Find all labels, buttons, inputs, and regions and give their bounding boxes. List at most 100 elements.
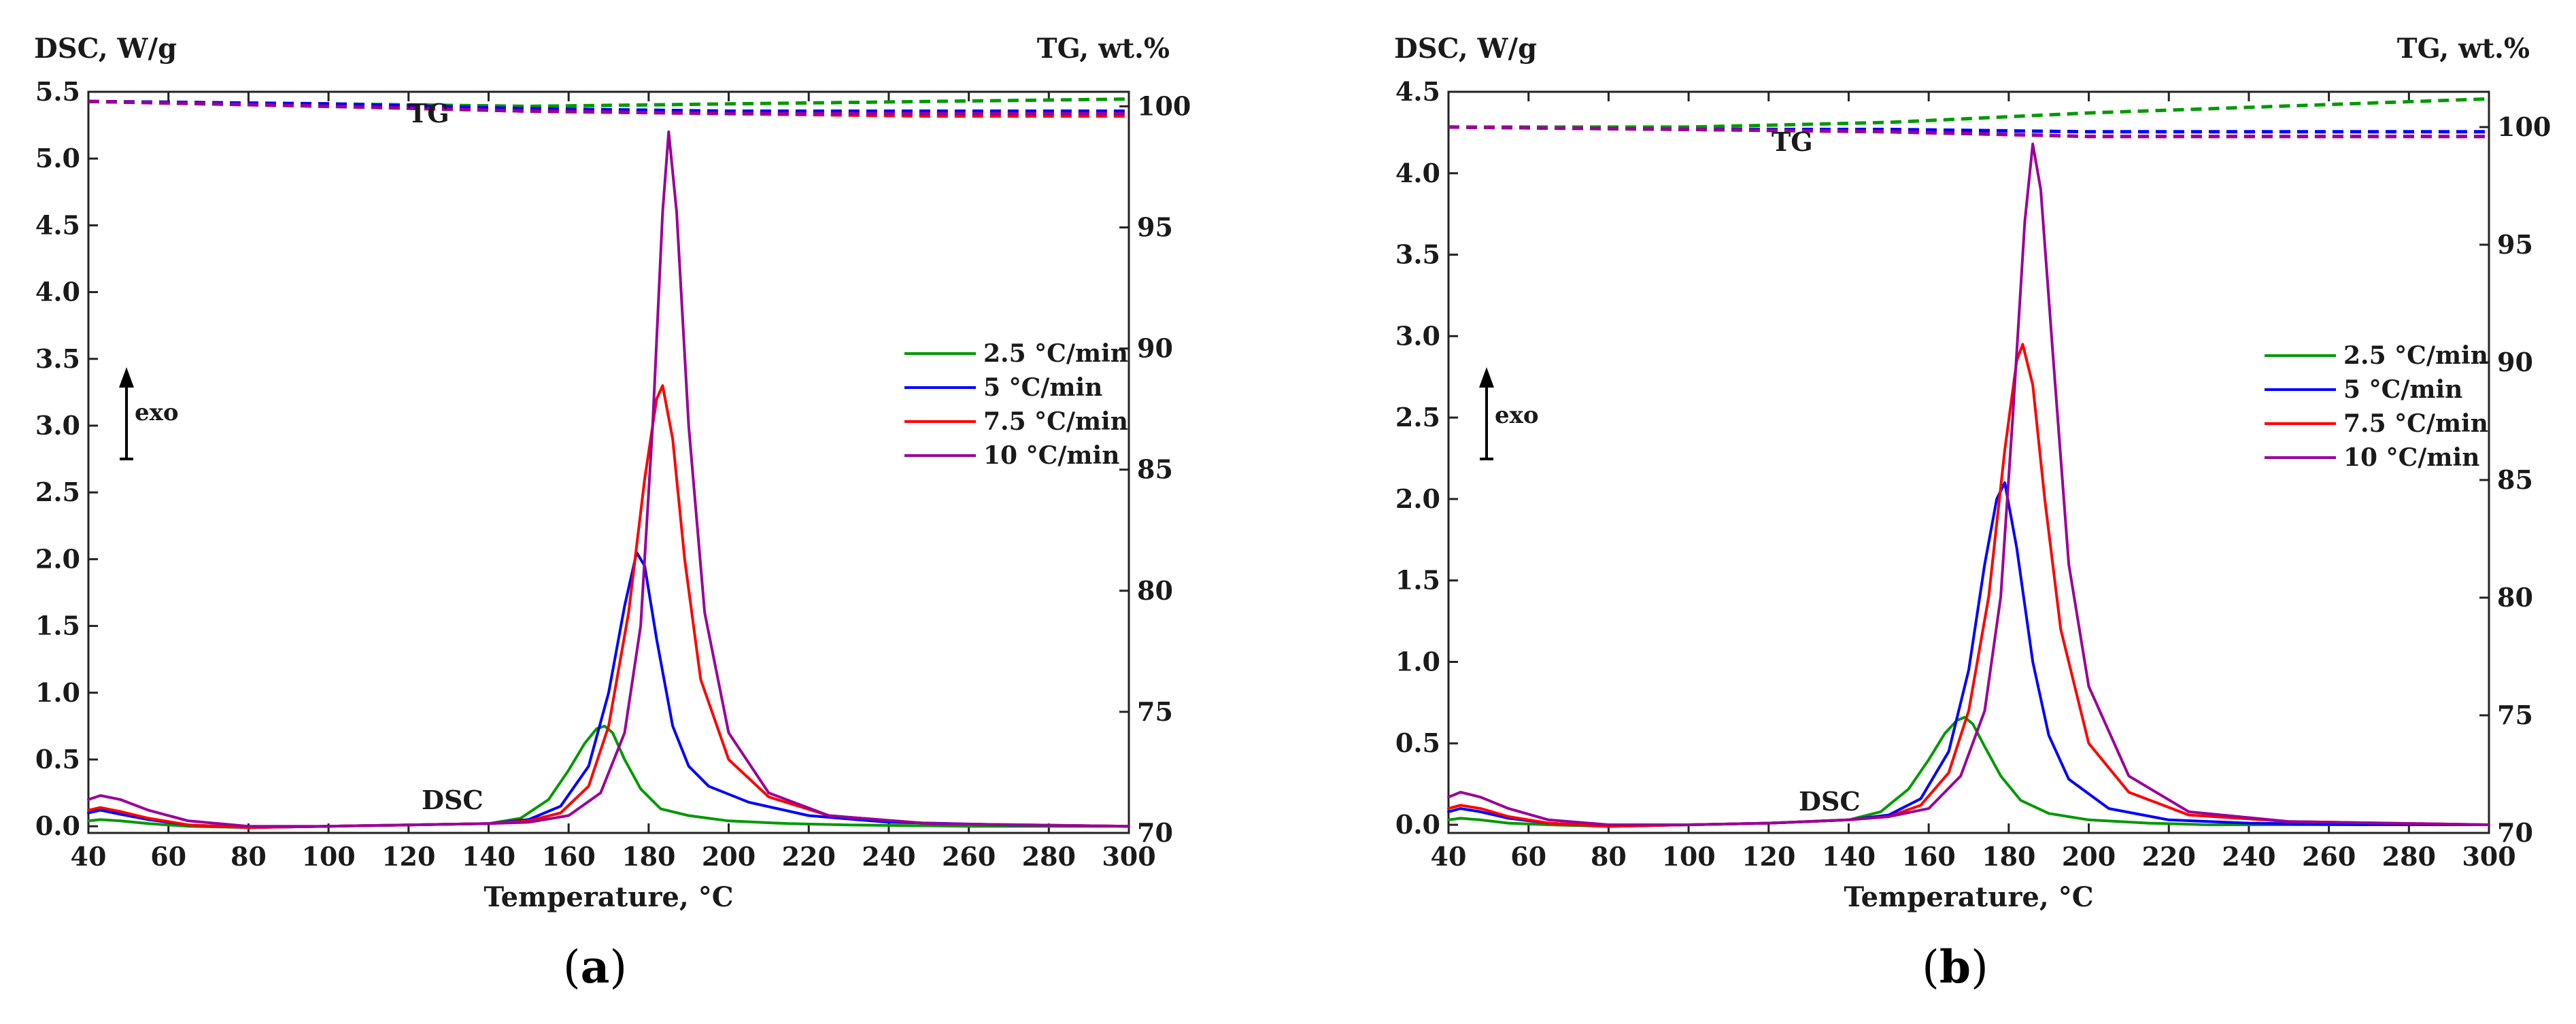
y-left-tick-label: 4.0 <box>35 277 80 307</box>
left-axis-title: DSC, W/g <box>1394 33 1537 65</box>
x-tick-label: 260 <box>942 841 996 872</box>
y-right-tick-label: 80 <box>2497 582 2533 613</box>
x-tick-label: 160 <box>541 841 595 872</box>
y-right-tick-label: 95 <box>2497 229 2533 260</box>
y-right-tick-label: 70 <box>2497 817 2533 848</box>
x-tick-label: 220 <box>2142 841 2196 872</box>
dsc-line-5 <box>1447 481 2490 828</box>
x-tick-label: 40 <box>71 841 107 872</box>
right-axis-title: TG, wt.% <box>1037 33 1170 65</box>
plot-frame <box>87 90 1130 834</box>
x-tick-label: 300 <box>2462 841 2515 872</box>
x-tick-label: 200 <box>702 841 756 872</box>
left-axis-title: DSC, W/g <box>34 33 177 65</box>
y-left-tick-label: 0.0 <box>35 810 80 841</box>
tg-line-5 <box>88 99 1129 113</box>
x-tick-label: 220 <box>782 841 836 872</box>
panel-a: 40 60 80 100 120 140 160 180 200 220 240 260 280 300 0… <box>34 33 1191 993</box>
x-tick-label: 140 <box>462 841 515 872</box>
x-axis-title: Temperature, °C <box>484 881 733 913</box>
panel-label-open: ( <box>1922 941 1939 993</box>
x-tick-label: 200 <box>2062 841 2116 872</box>
y-left-tick-label: 2.0 <box>35 543 80 574</box>
dsc-annotation: DSC <box>422 785 484 815</box>
dsc-annotation: DSC <box>1799 786 1861 817</box>
x-tick-label: 140 <box>1822 841 1876 872</box>
legend-label-10: 10 °C/min <box>983 441 1119 470</box>
tg-annotation: TG <box>1772 126 1813 157</box>
panel-label-close: ) <box>1971 941 1988 993</box>
panel-label: (b) <box>1922 940 1988 993</box>
y-right-tick-label: 75 <box>2497 700 2533 730</box>
exo-arrow-up-icon <box>1479 367 1494 388</box>
y-left-tick-label: 4.0 <box>1395 158 1440 188</box>
x-tick-label: 80 <box>1591 841 1627 872</box>
y-left-tick-label: 3.0 <box>35 410 80 441</box>
y-left-tick-label: 4.5 <box>35 209 80 240</box>
y-left-tick-label: 2.5 <box>35 477 80 507</box>
y-right-tick-label: 95 <box>1137 211 1173 242</box>
dsc-line-7-5 <box>1447 343 2490 828</box>
x-tick-label: 120 <box>1742 841 1795 872</box>
dsc-line-2-5 <box>87 724 1130 830</box>
tg-line-2-5 <box>88 97 1130 108</box>
dsc-line-5 <box>87 551 1130 830</box>
x-tick-label: 180 <box>622 841 675 872</box>
tg-annotation: TG <box>408 98 450 129</box>
x-tick-label: 100 <box>301 841 355 872</box>
y-right-tick-label: 100 <box>1137 90 1191 121</box>
y-right-tick-label: 80 <box>1137 575 1173 606</box>
exo-arrow-up-icon <box>119 367 134 388</box>
y-right-tick-label: 90 <box>2497 347 2533 377</box>
panel-label-close: ) <box>609 941 627 993</box>
tg-line-10 <box>1448 125 2489 139</box>
y-left-tick-label: 5.0 <box>35 143 80 173</box>
x-tick-label: 240 <box>2222 841 2275 872</box>
panel-label-open: ( <box>563 941 581 993</box>
x-tick-label: 120 <box>382 841 435 872</box>
x-tick-label: 280 <box>1022 841 1076 872</box>
y-left-tick-label: 0.5 <box>1395 728 1440 758</box>
y-right-tick-label: 85 <box>2497 464 2533 495</box>
x-tick-label: 60 <box>1510 841 1546 872</box>
y-left-tick-label: 1.0 <box>1395 646 1440 677</box>
panel-label: (a) <box>563 940 627 993</box>
tg-line-10 <box>88 99 1129 116</box>
dsc-line-7-5 <box>87 384 1130 830</box>
right-axis-title: TG, wt.% <box>2397 33 2530 65</box>
y-left-tick-label: 3.5 <box>35 343 80 374</box>
exo-annotation: exo <box>1495 402 1539 429</box>
y-right-tick-label: 70 <box>1137 817 1173 848</box>
x-tick-label: 40 <box>1431 841 1467 872</box>
x-axis-title: Temperature, °C <box>1844 881 2093 913</box>
y-left-tick-label: 1.5 <box>1395 565 1440 596</box>
tg-line-5 <box>1448 125 2489 134</box>
y-left-tick-label: 2.5 <box>1395 402 1440 432</box>
y-left-tick-label: 0.0 <box>1395 809 1440 840</box>
legend-label-2-5: 2.5 °C/min <box>2343 341 2488 370</box>
y-left-tick-label: 3.0 <box>1395 320 1440 351</box>
dsc-line-10 <box>1447 142 2490 826</box>
y-left-tick-label: 3.5 <box>1395 239 1440 270</box>
exo-annotation: exo <box>135 399 179 426</box>
x-tick-label: 160 <box>1901 841 1955 872</box>
y-right-tick-label: 75 <box>1137 696 1173 727</box>
legend-label-7-5: 7.5 °C/min <box>983 407 1128 436</box>
x-tick-label: 300 <box>1102 841 1155 872</box>
y-left-tick-label: 1.5 <box>35 611 80 641</box>
y-right-tick-label: 85 <box>1137 454 1173 485</box>
y-left-tick-label: 4.5 <box>1395 76 1440 107</box>
x-tick-label: 60 <box>150 841 186 872</box>
y-left-tick-label: 0.5 <box>35 744 80 774</box>
legend-label-10: 10 °C/min <box>2343 443 2479 472</box>
panel-b: 40 60 80 100 120 140 160 180 200 220 240 260 280 300 0… <box>1394 33 2551 993</box>
legend-label-2-5: 2.5 °C/min <box>983 339 1128 368</box>
tg-line-2-5 <box>1448 97 2490 129</box>
panel-label-letter: a <box>581 940 610 993</box>
x-tick-label: 280 <box>2382 841 2436 872</box>
y-left-tick-label: 1.0 <box>35 677 80 708</box>
y-right-tick-label: 100 <box>2497 112 2551 142</box>
dsc-line-10 <box>87 130 1130 828</box>
panel-label-letter: b <box>1939 940 1971 993</box>
